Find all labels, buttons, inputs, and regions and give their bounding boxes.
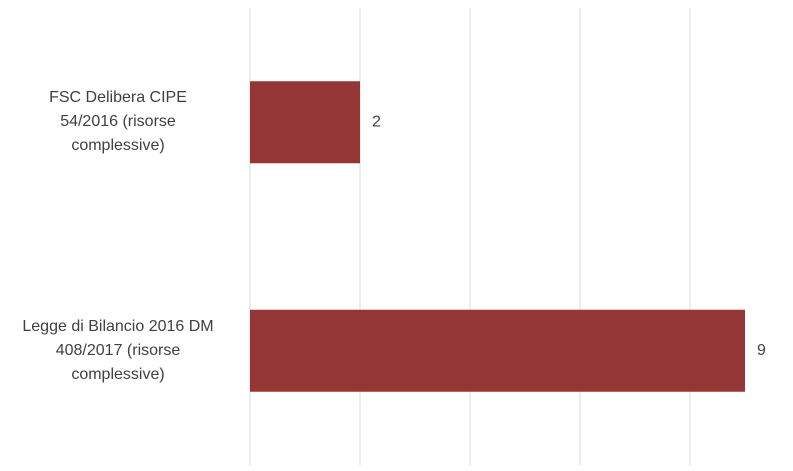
bar — [250, 309, 745, 392]
data-label: 9 — [757, 342, 766, 359]
category-label: Legge di Bilancio 2016 DM 408/2017 (riso… — [22, 317, 214, 383]
bar — [250, 81, 360, 164]
data-label: 2 — [372, 113, 381, 130]
category-label: FSC Delibera CIPE 54/2016 (risorse compl… — [49, 89, 187, 155]
